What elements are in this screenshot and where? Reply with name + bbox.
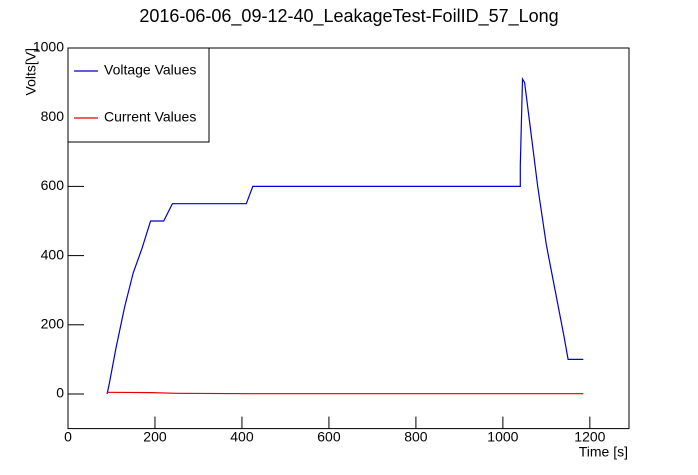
legend-label: Current Values xyxy=(104,109,196,125)
x-tick-label: 1000 xyxy=(487,428,518,444)
x-tick-label: 400 xyxy=(230,428,254,444)
x-tick-label: 200 xyxy=(143,428,167,444)
y-tick-label: 600 xyxy=(41,177,65,193)
series-line xyxy=(106,77,584,395)
y-tick-label: 200 xyxy=(41,316,65,332)
y-tick-label: 400 xyxy=(41,246,65,262)
y-tick-label: 0 xyxy=(56,385,64,401)
series-line xyxy=(107,391,584,395)
x-tick-label: 0 xyxy=(64,428,72,444)
chart-title: 2016-06-06_09-12-40_LeakageTest-FoilID_5… xyxy=(139,6,558,27)
plot-frame xyxy=(67,47,630,430)
x-tick-label: 1200 xyxy=(574,428,605,444)
y-tick-label: 800 xyxy=(41,108,65,124)
x-axis-label: Time [s] xyxy=(579,444,628,460)
legend-label: Voltage Values xyxy=(104,62,196,78)
legend-box xyxy=(67,47,210,143)
x-tick-label: 800 xyxy=(404,428,428,444)
y-axis-label: Volts[V] xyxy=(23,48,39,95)
y-tick-label: 1000 xyxy=(33,39,64,55)
x-tick-label: 600 xyxy=(317,428,341,444)
